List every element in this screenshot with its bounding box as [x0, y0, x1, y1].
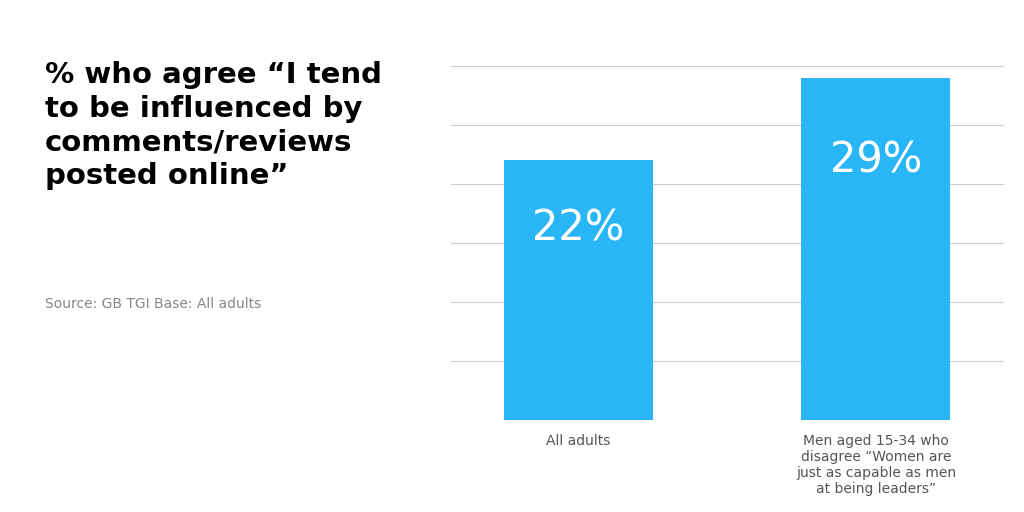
Text: 29%: 29%	[829, 139, 922, 181]
Bar	[802, 78, 950, 420]
Text: Source: GB TGI Base: All adults: Source: GB TGI Base: All adults	[45, 297, 261, 311]
Text: 22%: 22%	[532, 207, 625, 249]
Text: % who agree “I tend
to be influenced by
comments/reviews
posted online”: % who agree “I tend to be influenced by …	[45, 61, 382, 190]
Bar	[504, 160, 652, 420]
